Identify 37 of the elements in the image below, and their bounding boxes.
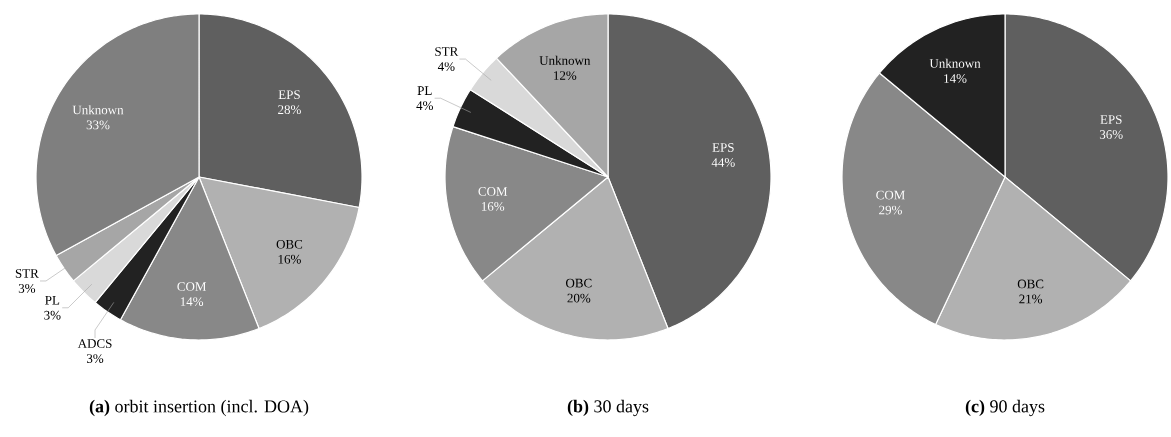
data-label: 14% xyxy=(180,297,204,306)
data-label: 16% xyxy=(278,254,301,264)
slice-label: OBC xyxy=(1017,279,1044,289)
text: (a) orbit insertion (incl. DOA) xyxy=(89,399,309,417)
data-label: 28% xyxy=(278,105,301,115)
slice-label: PL xyxy=(417,86,432,95)
slice-label: STR xyxy=(435,47,459,56)
slice-label: COM xyxy=(177,282,207,291)
slice-label: ADCS xyxy=(77,339,112,348)
slice-label: EPS xyxy=(278,90,300,100)
data-label: 33% xyxy=(86,120,110,130)
slice-label: EPS xyxy=(712,143,734,152)
slice-label: OBC xyxy=(276,239,303,249)
slice-label: COM xyxy=(478,187,508,196)
slice-label: Unknown xyxy=(929,58,981,68)
data-label: 44% xyxy=(711,158,735,167)
data-label: 3% xyxy=(44,310,61,320)
data-label: 36% xyxy=(1099,130,1123,139)
text: (b) 30 days xyxy=(567,399,649,417)
data-label: 16% xyxy=(481,202,505,211)
data-label: 4% xyxy=(437,62,455,71)
slice-label: COM xyxy=(876,190,905,200)
slice-label: EPS xyxy=(1100,115,1122,124)
slice-label: Unknown xyxy=(72,105,124,115)
data-label: 3% xyxy=(86,354,104,363)
data-label: 21% xyxy=(1019,294,1043,304)
data-label: 20% xyxy=(567,293,591,303)
data-label: 12% xyxy=(554,71,577,80)
slice-label: OBC xyxy=(565,278,592,288)
slice-label: Unknown xyxy=(539,55,591,65)
slice-label: STR xyxy=(15,269,39,278)
text: (c) 90 days xyxy=(965,399,1045,417)
data-label: 14% xyxy=(944,74,967,83)
data-label: 3% xyxy=(18,284,36,293)
data-label: 4% xyxy=(416,101,433,111)
data-label: 29% xyxy=(879,205,902,215)
slice-label: PL xyxy=(45,295,60,305)
